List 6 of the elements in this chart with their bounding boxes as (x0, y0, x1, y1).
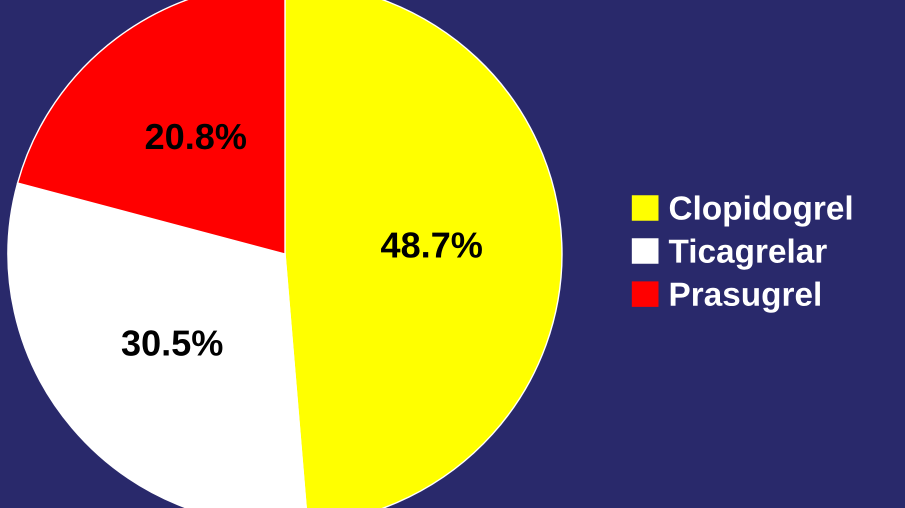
data-label: 20.8% (146, 124, 246, 150)
legend-label: Prasugrel (670, 282, 820, 313)
data-label: 30.5% (122, 330, 222, 356)
legend-label: Ticagrelar (668, 238, 827, 270)
data-label: 48.7% (381, 232, 482, 258)
legend-label: Clopidogrel (670, 195, 852, 227)
